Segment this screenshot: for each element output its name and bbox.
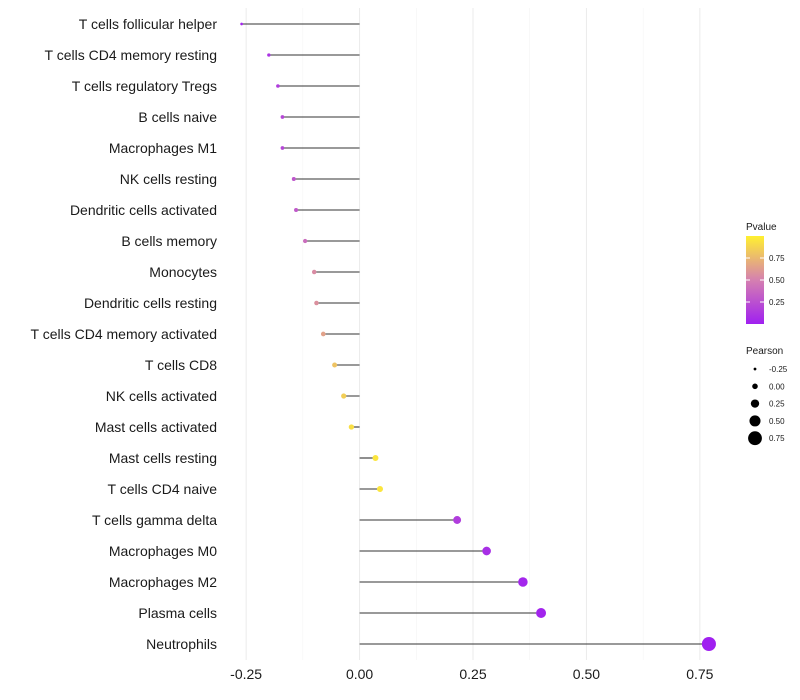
category-label: Mast cells resting [109, 450, 217, 466]
lollipop-dot [372, 455, 379, 461]
category-label: Monocytes [149, 264, 217, 280]
lollipop-dot [280, 146, 285, 150]
category-label: T cells CD4 memory activated [31, 326, 217, 342]
pearson-legend-dot [752, 383, 758, 390]
category-label: Neutrophils [146, 636, 217, 652]
category-label: Mast cells activated [95, 419, 217, 435]
category-label: B cells memory [121, 233, 217, 249]
lollipop-dot [482, 546, 491, 556]
category-label: T cells follicular helper [79, 16, 218, 32]
lollipop-dot [536, 608, 547, 618]
lollipop-dot [311, 269, 317, 275]
pvalue-tick-label: 0.50 [769, 276, 785, 285]
pearson-legend-label: 0.00 [769, 382, 785, 391]
lollipop-dots [240, 22, 716, 652]
lollipop-dot [701, 636, 716, 652]
x-tick-label: -0.25 [230, 666, 262, 682]
lollipop-dot [332, 362, 338, 368]
lollipop-dot [267, 53, 271, 57]
lollipop-dot [348, 424, 355, 430]
lollipop-dot [320, 331, 326, 337]
lollipop-stems [241, 23, 709, 645]
category-label: T cells CD4 naive [108, 481, 218, 497]
pearson-legend-label: -0.25 [769, 365, 788, 374]
lollipop-dot [294, 207, 299, 213]
pearson-legend: Pearson -0.25 0.00 0.25 0.50 0.75 [746, 346, 788, 446]
lollipop-dot [518, 577, 528, 587]
pvalue-legend-ticks: 0.75 0.50 0.25 [746, 254, 785, 307]
category-label: T cells CD4 memory resting [45, 47, 217, 63]
category-label: T cells CD8 [145, 357, 217, 373]
category-label: Macrophages M1 [109, 140, 217, 156]
lollipop-dot [376, 485, 384, 493]
category-label: Dendritic cells resting [84, 295, 217, 311]
x-tick-label: 0.00 [346, 666, 373, 682]
category-label: NK cells resting [120, 171, 217, 187]
x-tick-label: 0.50 [573, 666, 600, 682]
category-label: Plasma cells [138, 605, 217, 621]
pearson-legend-label: 0.75 [769, 434, 785, 443]
pvalue-colorbar [746, 236, 764, 324]
x-tick-label: 0.75 [686, 666, 713, 682]
pearson-legend-dot [750, 399, 760, 408]
pearson-legend-keys: -0.25 0.00 0.25 0.50 0.75 [748, 365, 788, 446]
pearson-legend-dot [748, 431, 762, 446]
category-label: Dendritic cells activated [70, 202, 217, 218]
pvalue-legend: Pvalue 0.75 0.50 0.25 [746, 222, 785, 324]
lollipop-dot [280, 115, 285, 119]
category-label: T cells gamma delta [92, 512, 217, 528]
category-label: B cells naive [138, 109, 217, 125]
category-label: Macrophages M0 [109, 543, 217, 559]
lollipop-dot [453, 516, 462, 524]
lollipop-dot [276, 84, 280, 88]
lollipop-dot [314, 300, 319, 306]
lollipop-dot [341, 393, 347, 399]
pearson-legend-label: 0.25 [769, 400, 785, 409]
x-tick-label: 0.25 [459, 666, 486, 682]
pearson-legend-dot [753, 367, 757, 371]
pvalue-tick-label: 0.25 [769, 298, 785, 307]
x-axis-ticks: -0.25 0.00 0.25 0.50 0.75 [230, 666, 714, 682]
lollipop-dot [303, 238, 308, 244]
category-labels: T cells follicular helper T cells CD4 mem… [31, 16, 218, 652]
lollipop-dot [291, 177, 296, 181]
lollipop-dot [240, 22, 243, 26]
pearson-legend-label: 0.50 [769, 417, 785, 426]
pvalue-tick-label: 0.75 [769, 254, 785, 263]
grid-lines [245, 8, 701, 660]
pvalue-legend-title: Pvalue [746, 222, 777, 233]
category-label: T cells regulatory Tregs [72, 78, 217, 94]
category-label: Macrophages M2 [109, 574, 217, 590]
category-label: NK cells activated [106, 388, 217, 404]
pearson-legend-dot [749, 415, 761, 427]
pearson-legend-title: Pearson [746, 346, 783, 357]
